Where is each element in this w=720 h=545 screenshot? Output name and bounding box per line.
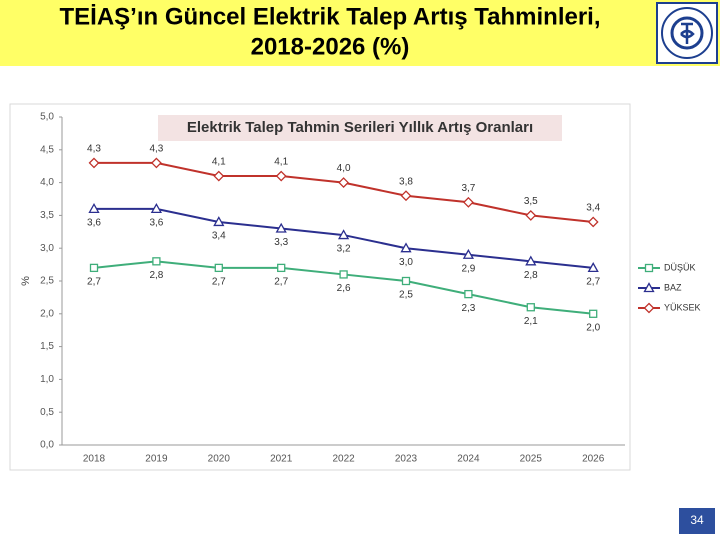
x-tick-label: 2023 — [395, 454, 418, 465]
marker — [643, 282, 655, 293]
marker — [89, 263, 99, 273]
marker — [526, 303, 535, 312]
y-axis-label: % — [20, 276, 32, 286]
marker — [214, 263, 223, 273]
marker — [587, 262, 599, 273]
page-number-box — [679, 508, 715, 534]
value-label: 3,4 — [212, 231, 226, 242]
value-label: 3,6 — [87, 217, 101, 228]
value-label: 2,5 — [399, 290, 413, 301]
logo-ring — [670, 16, 704, 50]
x-tick-label: 2025 — [520, 454, 543, 465]
value-label: 4,1 — [212, 157, 226, 168]
header-band — [0, 0, 720, 66]
value-label: 3,5 — [524, 196, 538, 207]
logo — [656, 2, 718, 64]
y-tick-label: 1,0 — [40, 374, 54, 385]
marker — [587, 216, 599, 228]
x-tick-label: 2022 — [332, 454, 355, 465]
marker — [401, 276, 411, 286]
marker — [150, 157, 162, 169]
value-label: 4,1 — [274, 157, 288, 168]
marker — [213, 216, 225, 227]
marker — [400, 190, 412, 202]
marker — [400, 242, 412, 253]
marker — [643, 302, 655, 314]
chart-title: Elektrik Talep Tahmin Serileri Yıllık Ar… — [187, 119, 533, 136]
legend-label: YÜKSEK — [664, 302, 701, 312]
value-label: 3,6 — [149, 217, 163, 228]
value-label: 3,0 — [399, 257, 413, 268]
x-tick-label: 2020 — [208, 454, 231, 465]
marker — [464, 289, 473, 299]
value-label: 3,7 — [461, 183, 475, 194]
x-tick-label: 2024 — [457, 454, 480, 465]
slide-title: TEİAŞ’ın Güncel Elektrik Talep Artış Tah… — [59, 3, 600, 30]
marker — [525, 209, 537, 221]
logo-emblem — [680, 22, 695, 44]
logo-frame — [656, 2, 718, 64]
y-tick-label: 3,0 — [40, 243, 54, 254]
value-label: 3,4 — [586, 203, 600, 214]
value-label: 2,9 — [461, 263, 475, 274]
marker — [589, 309, 598, 318]
value-label: 2,0 — [586, 322, 600, 333]
marker — [277, 263, 286, 273]
y-tick-label: 4,0 — [40, 177, 54, 188]
value-label: 2,7 — [274, 277, 288, 288]
marker — [525, 255, 537, 266]
marker — [339, 270, 348, 279]
value-label: 4,3 — [87, 144, 101, 155]
page-number: 34 — [690, 513, 704, 527]
y-tick-label: 0,0 — [40, 440, 54, 451]
slide-title: 2018-2026 (%) — [251, 33, 410, 60]
value-label: 3,2 — [337, 244, 351, 255]
x-tick-label: 2018 — [83, 454, 106, 465]
marker — [275, 222, 287, 233]
value-label: 2,8 — [524, 270, 538, 281]
legend-label: DÜŞÜK — [664, 262, 696, 272]
x-tick-label: 2026 — [582, 454, 605, 465]
value-label: 2,1 — [524, 316, 538, 327]
value-label: 3,3 — [274, 237, 288, 248]
marker — [462, 248, 475, 259]
value-label: 4,0 — [337, 163, 351, 174]
marker — [88, 203, 100, 213]
y-tick-label: 2,0 — [40, 308, 54, 319]
value-label: 2,7 — [87, 277, 101, 288]
value-label: 2,7 — [586, 277, 600, 288]
chart-frame — [9, 103, 631, 471]
marker — [338, 177, 350, 189]
marker — [213, 170, 225, 182]
value-label: 2,8 — [149, 270, 163, 281]
y-tick-label: 1,5 — [40, 341, 54, 352]
marker — [150, 203, 163, 213]
x-tick-label: 2021 — [270, 454, 293, 465]
value-label: 4,3 — [149, 144, 163, 155]
y-tick-label: 3,5 — [40, 210, 54, 221]
marker — [644, 263, 654, 273]
marker — [152, 257, 161, 266]
marker — [462, 196, 474, 208]
marker — [337, 229, 350, 240]
logo-ring — [661, 7, 713, 59]
y-tick-label: 2,5 — [40, 276, 54, 287]
y-tick-label: 0,5 — [40, 407, 54, 418]
value-label: 3,8 — [399, 176, 413, 187]
marker — [88, 157, 100, 169]
legend-label: BAZ — [664, 282, 682, 292]
value-label: 2,6 — [337, 283, 351, 294]
x-tick-label: 2019 — [145, 454, 168, 465]
value-label: 2,7 — [212, 277, 226, 288]
chart-title-bg — [158, 115, 562, 141]
y-tick-label: 5,0 — [40, 112, 54, 123]
marker — [275, 170, 287, 182]
value-label: 2,3 — [461, 303, 475, 314]
y-tick-label: 4,5 — [40, 144, 54, 155]
